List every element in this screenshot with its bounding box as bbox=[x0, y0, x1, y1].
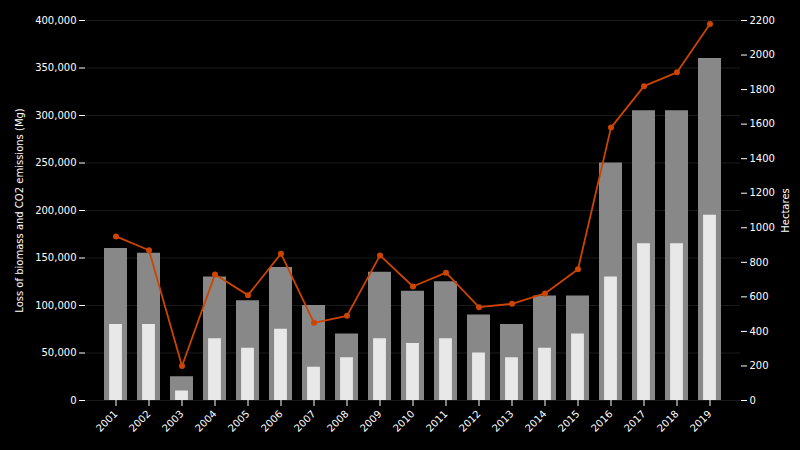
svg-text:2017: 2017 bbox=[622, 408, 648, 434]
svg-text:800: 800 bbox=[750, 257, 769, 268]
svg-text:1800: 1800 bbox=[750, 84, 775, 95]
svg-text:1000: 1000 bbox=[750, 222, 775, 233]
svg-text:350,000: 350,000 bbox=[35, 62, 76, 73]
svg-text:1600: 1600 bbox=[750, 118, 775, 129]
svg-text:2003: 2003 bbox=[160, 408, 186, 434]
svg-text:400: 400 bbox=[750, 326, 769, 337]
svg-text:2000: 2000 bbox=[750, 49, 775, 60]
svg-text:200,000: 200,000 bbox=[35, 205, 76, 216]
svg-text:2012: 2012 bbox=[457, 408, 483, 434]
svg-text:2010: 2010 bbox=[391, 408, 417, 434]
svg-text:2006: 2006 bbox=[259, 408, 285, 434]
svg-text:0: 0 bbox=[750, 395, 756, 406]
svg-text:2004: 2004 bbox=[193, 408, 219, 434]
svg-text:50,000: 50,000 bbox=[42, 347, 77, 358]
svg-text:250,000: 250,000 bbox=[35, 157, 76, 168]
svg-text:2015: 2015 bbox=[556, 408, 582, 434]
svg-text:2007: 2007 bbox=[292, 408, 318, 434]
svg-text:2019: 2019 bbox=[688, 408, 714, 434]
svg-text:2008: 2008 bbox=[325, 408, 351, 434]
svg-text:2013: 2013 bbox=[490, 408, 516, 434]
svg-text:200: 200 bbox=[750, 360, 769, 371]
svg-text:2001: 2001 bbox=[94, 408, 120, 434]
svg-text:2005: 2005 bbox=[226, 408, 252, 434]
svg-text:Hectares: Hectares bbox=[780, 188, 791, 232]
svg-text:1200: 1200 bbox=[750, 187, 775, 198]
svg-text:0: 0 bbox=[70, 395, 76, 406]
svg-text:150,000: 150,000 bbox=[35, 252, 76, 263]
svg-text:300,000: 300,000 bbox=[35, 110, 76, 121]
svg-text:2014: 2014 bbox=[523, 408, 549, 434]
svg-text:600: 600 bbox=[750, 291, 769, 302]
svg-text:1400: 1400 bbox=[750, 153, 775, 164]
svg-text:2016: 2016 bbox=[589, 408, 615, 434]
svg-text:2011: 2011 bbox=[424, 408, 450, 434]
svg-text:2009: 2009 bbox=[358, 408, 384, 434]
svg-text:2200: 2200 bbox=[750, 15, 775, 26]
svg-text:2002: 2002 bbox=[127, 408, 153, 434]
svg-text:2018: 2018 bbox=[655, 408, 681, 434]
svg-text:100,000: 100,000 bbox=[35, 300, 76, 311]
svg-text:400,000: 400,000 bbox=[35, 15, 76, 26]
svg-text:Loss of biomass and CO2 emissi: Loss of biomass and CO2 emissions (Mg) bbox=[14, 108, 25, 313]
